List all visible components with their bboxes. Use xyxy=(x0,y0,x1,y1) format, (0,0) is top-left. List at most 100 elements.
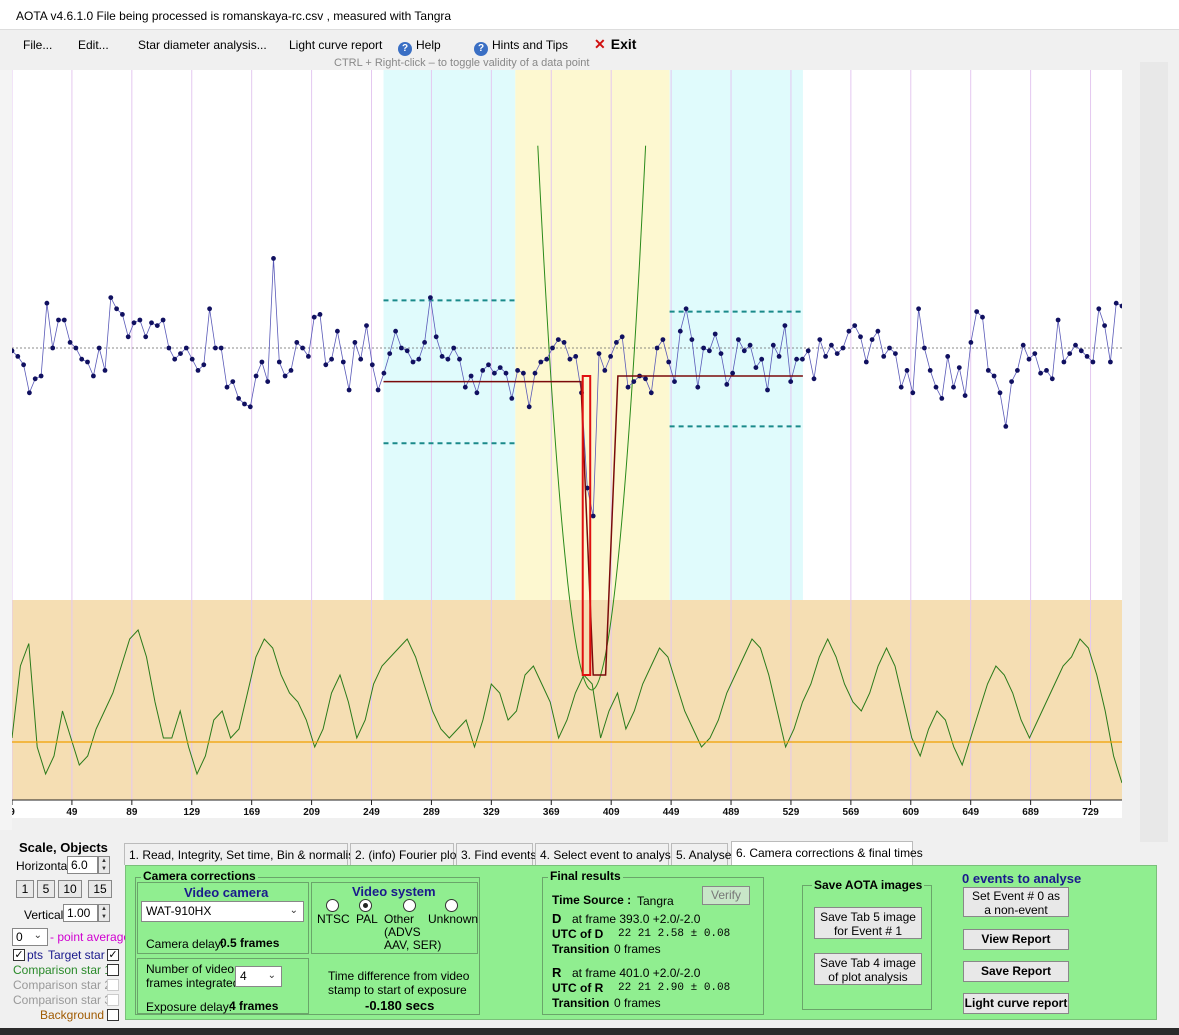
horizontal-scale-input[interactable]: 6.0 xyxy=(67,856,98,874)
scale-button-1[interactable]: 1 xyxy=(16,880,34,898)
r-frame: at frame 401.0 +2.0/-2.0 xyxy=(572,966,701,980)
data-point xyxy=(759,356,765,362)
scale-button-5[interactable]: 5 xyxy=(37,880,55,898)
data-point xyxy=(869,337,875,342)
d-label: D xyxy=(552,911,562,926)
data-point xyxy=(125,334,131,340)
data-point xyxy=(712,331,718,337)
events-count: 0 events to analyse xyxy=(962,871,1082,886)
data-point xyxy=(160,317,166,323)
transition-r-label: Transition xyxy=(552,996,610,1010)
menu-light-curve-report[interactable]: Light curve report xyxy=(289,38,383,52)
d-frame: at frame 393.0 +2.0/-2.0 xyxy=(572,912,701,926)
data-point xyxy=(294,340,300,345)
ntsc-radio[interactable] xyxy=(326,899,339,912)
data-point xyxy=(120,312,125,317)
data-point xyxy=(590,513,596,519)
data-point xyxy=(166,345,172,351)
data-point xyxy=(730,370,735,376)
pal-radio[interactable] xyxy=(359,899,372,912)
other-radio[interactable] xyxy=(403,899,416,912)
spin-up-icon: ▲ xyxy=(101,858,107,864)
data-point xyxy=(358,356,364,362)
menu-star-diameter[interactable]: Star diameter analysis... xyxy=(138,38,267,52)
scale-button-15[interactable]: 15 xyxy=(88,880,112,898)
menu-bar: File... Edit... Star diameter analysis..… xyxy=(0,31,1179,59)
data-point xyxy=(247,404,253,410)
other-label: Other xyxy=(384,912,415,926)
save-tab5-button[interactable]: Save Tab 5 image for Event # 1 xyxy=(814,907,922,939)
pts-label: pts xyxy=(27,948,44,962)
tab-camera-corrections[interactable]: 6. Camera corrections & final times xyxy=(731,841,923,865)
point-average-select[interactable]: 0 ⌄ xyxy=(12,928,48,946)
data-point xyxy=(561,340,567,345)
data-point xyxy=(619,334,625,340)
data-point xyxy=(154,323,160,328)
menu-hints[interactable]: ? Hints and Tips xyxy=(474,38,568,56)
camera-model-select[interactable]: WAT-910HX ⌄ xyxy=(141,901,304,922)
data-point xyxy=(933,384,939,390)
view-report-button[interactable]: View Report xyxy=(963,929,1069,950)
pal-label: PAL xyxy=(356,912,378,926)
data-point xyxy=(201,362,207,368)
scrollbar[interactable] xyxy=(1140,62,1168,842)
light-curve-plot[interactable]: 9 49 89 129 169 209 249 289 329 369 409 449 489 529 56… xyxy=(12,70,1122,818)
scale-button-10[interactable]: 10 xyxy=(58,880,82,898)
x-tick-label: 569 xyxy=(843,807,860,818)
data-point xyxy=(631,379,637,384)
frames-integrated-select[interactable]: 4 ⌄ xyxy=(235,966,282,987)
comparison-star-2-label: Comparison star 2 xyxy=(13,978,112,992)
data-point xyxy=(306,354,311,359)
comparison-star-1-checkbox[interactable] xyxy=(107,964,119,976)
pts-checkbox[interactable]: ✓ xyxy=(13,949,25,961)
x-tick-label: 129 xyxy=(183,807,200,818)
exposure-delay-label: Exposure delay: xyxy=(146,1000,233,1014)
verify-button[interactable]: Verify xyxy=(702,886,750,905)
light-curve-report-button[interactable]: Light curve report xyxy=(963,993,1069,1014)
save-tab4-button[interactable]: Save Tab 4 image of plot analysis xyxy=(814,953,922,985)
data-point xyxy=(224,384,230,390)
camera-delay-label: Camera delay: xyxy=(146,937,225,951)
unknown-radio[interactable] xyxy=(445,899,458,912)
comparison-star-3-checkbox[interactable] xyxy=(107,994,119,1006)
comparison-star-2-checkbox[interactable] xyxy=(107,979,119,991)
data-point xyxy=(521,370,526,376)
horizontal-spinner[interactable]: ▲ ▼ xyxy=(98,856,110,874)
data-point xyxy=(1061,359,1067,365)
tab-read-integrity[interactable]: 1. Read, Integrity, Set time, Bin & norm… xyxy=(124,843,361,865)
vertical-scale-input[interactable]: 1.00 xyxy=(63,904,98,922)
window-title: AOTA v4.6.1.0 File being processed is ro… xyxy=(16,9,452,23)
data-point xyxy=(282,373,288,379)
transition-d-value: 0 frames xyxy=(614,942,661,956)
set-event-non-event-button[interactable]: Set Event # 0 as a non-event xyxy=(963,887,1069,917)
x-tick-label: 729 xyxy=(1082,807,1099,818)
data-point xyxy=(770,342,776,348)
background-checkbox[interactable] xyxy=(107,1009,119,1021)
x-tick-label: 449 xyxy=(663,807,680,818)
transition-r-value: 0 frames xyxy=(614,996,661,1010)
other-sub-label-1: (ADVS xyxy=(384,925,421,939)
data-point xyxy=(1055,317,1061,323)
vertical-spinner[interactable]: ▲ ▼ xyxy=(98,904,110,922)
data-point xyxy=(614,340,619,345)
hint-text: CTRL + Right-click – to toggle validity … xyxy=(334,57,590,69)
tab-fourier[interactable]: 2. (info) Fourier plot xyxy=(350,843,460,865)
data-point xyxy=(1044,368,1049,373)
data-point xyxy=(38,373,44,379)
menu-exit[interactable]: ✕ Exit xyxy=(594,36,636,53)
save-report-button[interactable]: Save Report xyxy=(963,961,1069,982)
camera-corrections-group xyxy=(135,877,480,1015)
menu-file[interactable]: File... xyxy=(23,38,53,52)
tab-select-event[interactable]: 4. Select event to analyse xyxy=(535,843,677,865)
tab-analyse[interactable]: 5. Analyse xyxy=(671,843,731,865)
target-star-checkbox[interactable]: ✓ xyxy=(107,949,119,961)
menu-edit[interactable]: Edit... xyxy=(78,38,109,52)
save-tab5-line2: for Event # 1 xyxy=(833,924,903,938)
menu-help[interactable]: ? Help xyxy=(398,38,441,56)
data-point xyxy=(137,317,143,323)
frames-integrated-value: 4 xyxy=(240,969,247,983)
data-point xyxy=(27,390,32,396)
data-point xyxy=(387,351,393,356)
transition-d-label: Transition xyxy=(552,942,610,956)
tab-find-events[interactable]: 3. Find events xyxy=(456,843,536,865)
